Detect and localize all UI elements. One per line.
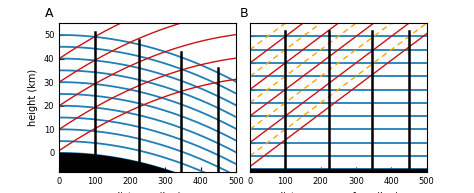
Y-axis label: height (km): height (km) [28,69,38,126]
X-axis label: distance on surface (km): distance on surface (km) [277,191,399,193]
X-axis label: distance (km): distance (km) [114,191,181,193]
Text: B: B [239,7,248,20]
Text: A: A [45,7,54,20]
